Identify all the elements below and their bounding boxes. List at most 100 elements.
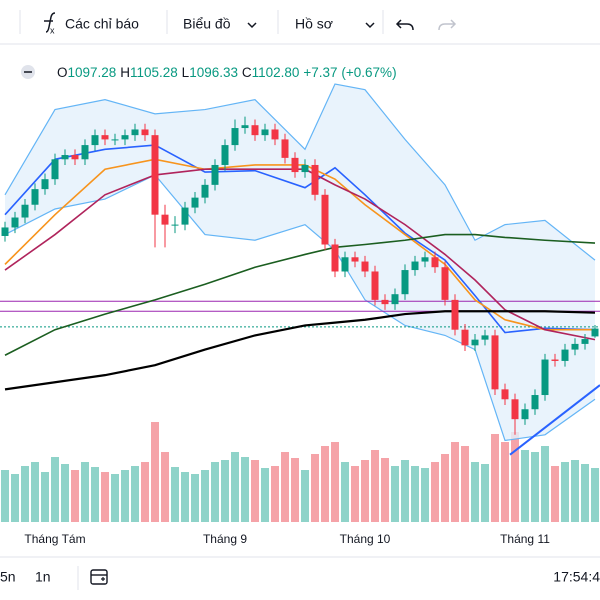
legend-change: +7.37 — [303, 65, 337, 80]
volume-bar — [21, 466, 29, 522]
volume-bar — [251, 460, 259, 522]
candle-body — [51, 159, 59, 180]
volume-bar — [291, 458, 299, 522]
toolbar-item: Biểu đồ — [183, 16, 231, 32]
candle-body — [361, 261, 369, 272]
volume-bar — [381, 458, 389, 522]
volume-bar — [281, 452, 289, 522]
volume-bar — [41, 472, 49, 522]
volume-bar — [541, 446, 549, 522]
volume-bar — [51, 457, 59, 522]
legend-label: O — [57, 65, 68, 80]
calendar-icon — [90, 569, 108, 585]
candle-body — [61, 155, 69, 160]
candle-body — [171, 224, 179, 226]
candle-body — [531, 395, 539, 410]
volume-bar — [121, 470, 129, 522]
volume-bar — [111, 474, 119, 522]
candle-body — [351, 257, 359, 262]
candle-body — [231, 128, 239, 146]
volume-bar — [581, 464, 589, 522]
volume-bar — [271, 466, 279, 522]
volume-bar — [151, 422, 159, 522]
candle-body — [311, 164, 319, 195]
legend-change-pct: (+0.67%) — [341, 65, 396, 80]
calendar-icon — [101, 577, 105, 581]
volume-bar — [501, 442, 509, 522]
candle-body — [491, 335, 499, 390]
candle-body — [561, 349, 569, 361]
toolbar-item: Hồ sơ — [295, 16, 333, 32]
profile-button[interactable]: Hồ sơ — [295, 16, 375, 32]
volume-bar — [241, 457, 249, 522]
volume-bar — [211, 462, 219, 522]
indicators-button[interactable]: x Các chỉ báo — [44, 12, 139, 35]
candle-body — [551, 359, 559, 361]
clock: 17:54:4 — [553, 569, 600, 585]
candle-body — [301, 164, 309, 173]
moving-average — [4, 310, 596, 391]
candle-body — [81, 145, 89, 160]
chart-type-button[interactable]: Biểu đồ — [183, 16, 257, 32]
candle-body — [101, 135, 109, 140]
candle-body — [501, 389, 509, 400]
volume-bar — [201, 470, 209, 522]
volume-bar — [451, 442, 459, 522]
volume-bar — [461, 446, 469, 522]
volume-bar — [331, 442, 339, 522]
candle-body — [481, 335, 489, 340]
volume-bar — [341, 462, 349, 522]
volume-bar — [571, 460, 579, 522]
legend-value: 1102.80 — [252, 65, 300, 80]
candle-body — [131, 129, 139, 136]
candle-body — [141, 129, 149, 136]
toolbar-item: Các chỉ báo — [65, 16, 139, 32]
candle-body — [331, 244, 339, 272]
volume-bar — [131, 466, 139, 522]
x-tick-label: Tháng 10 — [340, 532, 391, 546]
range-button[interactable]: 5n — [0, 569, 16, 585]
ohlc-legend: O1097.28 H1105.28 L1096.33 C1102.80 +7.3… — [57, 64, 397, 80]
candle-body — [461, 329, 469, 346]
candle-body — [111, 139, 119, 141]
volume-bar — [141, 462, 149, 522]
volume-bar — [81, 462, 89, 522]
candle-body — [471, 339, 479, 346]
legend-label: C — [242, 65, 252, 80]
volume-bar — [411, 466, 419, 522]
legend-label: H — [120, 65, 130, 80]
candle-body — [541, 359, 549, 396]
candle-body — [191, 197, 199, 208]
undo-icon[interactable] — [395, 19, 414, 31]
candle-body — [291, 157, 299, 173]
candle-body — [571, 343, 579, 350]
volume-bar — [531, 452, 539, 522]
band-upper — [4, 83, 596, 261]
candle-body — [511, 399, 519, 420]
candle-body — [401, 270, 409, 295]
volume-bar — [471, 462, 479, 522]
candle-body — [581, 339, 589, 344]
candle-body — [11, 217, 19, 228]
chevron — [247, 22, 257, 29]
fx-icon — [44, 12, 56, 33]
plot: Tháng Tám Tháng 9 Tháng 10 Tháng 11 — [0, 83, 600, 546]
x-tick-label: Tháng 11 — [500, 532, 550, 546]
moving-average — [4, 168, 596, 341]
volume-bar — [401, 460, 409, 522]
candle-body — [521, 409, 529, 420]
x-tick-label: Tháng Tám — [24, 532, 85, 546]
candle-body — [211, 164, 219, 185]
volume-bar — [361, 460, 369, 522]
goto-date-button[interactable] — [90, 569, 108, 585]
redo-icon[interactable] — [438, 19, 457, 31]
trendline — [509, 384, 600, 456]
volume-bar — [421, 468, 429, 522]
volume-bar — [221, 460, 229, 522]
candle-body — [281, 139, 289, 158]
range-button[interactable]: 1n — [35, 569, 51, 585]
candle-body — [21, 204, 29, 218]
candle-body — [441, 267, 449, 300]
candle-body — [381, 299, 389, 305]
